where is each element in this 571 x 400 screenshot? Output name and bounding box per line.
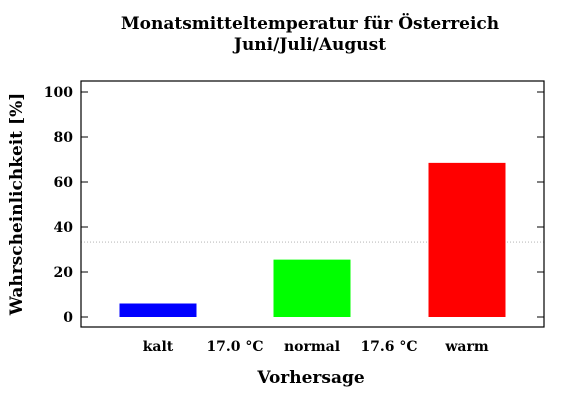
threshold-label: 17.0 °C — [206, 339, 263, 355]
bar-kalt — [119, 303, 197, 317]
y-tick-label: 20 — [54, 265, 74, 281]
y-tick-label: 60 — [54, 175, 74, 191]
chart-subtitle: Juni/Juli/August — [232, 35, 386, 55]
ticks-layer: 0 20 40 60 80 100 kalt normal warm 17.0 °C 17.6 °C — [44, 85, 544, 355]
threshold-label: 17.6 °C — [360, 339, 417, 355]
x-tick-label-warm: warm — [444, 339, 488, 355]
y-tick-label: 40 — [54, 220, 74, 236]
plot-frame — [80, 80, 545, 328]
y-tick-label: 100 — [44, 85, 73, 101]
bar-normal — [273, 259, 351, 317]
y-tick-label: 0 — [63, 310, 73, 326]
bar-warm — [428, 162, 506, 317]
y-tick-label: 80 — [54, 130, 74, 146]
x-axis-label: Vorhersage — [256, 368, 365, 388]
y-axis-label: Wahrscheinlichkeit [%] — [7, 93, 27, 317]
chart-title: Monatsmitteltemperatur für Österreich — [121, 13, 499, 34]
x-tick-label-kalt: kalt — [143, 339, 174, 355]
bars-layer — [119, 162, 506, 317]
x-tick-label-normal: normal — [284, 339, 340, 355]
